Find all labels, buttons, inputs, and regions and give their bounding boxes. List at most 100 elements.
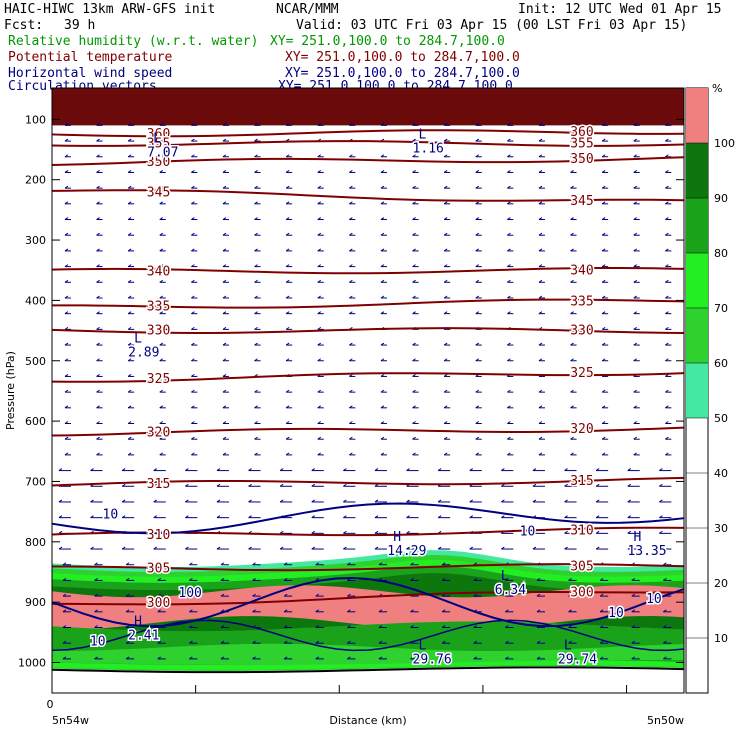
wind-vector-head xyxy=(343,499,347,503)
wind-vector-head xyxy=(191,138,195,142)
wind-vector-head xyxy=(410,609,414,613)
wind-vector-head xyxy=(222,389,227,393)
wind-vector-head xyxy=(538,389,543,393)
wind-vector-head xyxy=(189,593,193,597)
wind-vector-head xyxy=(475,405,480,409)
wind-vector-head xyxy=(663,609,667,613)
wind-vector-head xyxy=(285,405,290,409)
wind-vector-head xyxy=(380,217,385,220)
theta-label: 350 xyxy=(570,152,593,167)
wind-vector-head xyxy=(378,625,383,628)
theta-label: 310 xyxy=(570,524,593,539)
wind-vector-head xyxy=(507,185,511,189)
wind-vector-head xyxy=(380,264,385,268)
wind-vector-head xyxy=(248,468,252,472)
wind-vector-head xyxy=(601,279,606,283)
wind-vector-head xyxy=(311,515,316,519)
wind-vector-head xyxy=(631,578,636,581)
wind-vector-head xyxy=(599,656,604,660)
wind-vector-head xyxy=(127,405,132,409)
theta-contour xyxy=(51,140,685,147)
wind-vector-head xyxy=(538,122,543,126)
wind-vector-head xyxy=(601,311,606,315)
isotach-20 xyxy=(51,619,685,652)
wind-vector-head xyxy=(443,170,448,173)
theta-label: 330 xyxy=(147,324,170,339)
wind-vector-head xyxy=(254,452,258,456)
wind-vector-head xyxy=(570,170,574,173)
field-name-rh: Relative humidity (w.r.t. water) xyxy=(8,34,259,49)
wind-vector-head xyxy=(317,185,322,189)
wind-vector-head xyxy=(159,295,164,299)
wind-vector-head xyxy=(127,279,132,283)
wind-vector-head xyxy=(505,625,509,628)
wind-vector-head xyxy=(349,232,353,236)
wind-vector-head xyxy=(222,326,227,330)
extremum-symbol: L xyxy=(419,638,427,653)
wind-vector-head xyxy=(570,154,574,158)
wind-vector-head xyxy=(564,499,568,503)
wind-vector-head xyxy=(311,530,316,534)
wind-vector-head xyxy=(475,122,480,126)
wind-vector-head xyxy=(159,122,164,126)
wind-vector-head xyxy=(125,609,130,613)
isotach-contours xyxy=(51,502,685,652)
wind-vector-head xyxy=(570,452,574,456)
wind-vector-head xyxy=(437,546,442,550)
wind-vector-head xyxy=(412,374,416,377)
colorbar-label: 40 xyxy=(714,467,728,480)
wind-vector-head xyxy=(248,546,252,550)
wind-vector-head xyxy=(349,295,353,299)
wind-vector-head xyxy=(633,342,638,346)
wind-vector-head xyxy=(191,342,195,346)
wind-vector-head xyxy=(475,185,480,189)
wind-vector-head xyxy=(64,201,69,205)
wind-vector-head xyxy=(412,201,416,205)
wind-vector-head xyxy=(252,609,256,613)
wind-vector-head xyxy=(159,201,164,205)
wind-vector-head xyxy=(222,154,227,158)
wind-vector-head xyxy=(254,436,258,440)
wind-vector-head xyxy=(412,279,416,283)
wind-vector-head xyxy=(601,201,606,205)
wind-vector-head xyxy=(283,609,288,613)
wind-vector-head xyxy=(406,546,410,550)
wind-vector-head xyxy=(62,562,67,566)
wind-vector-head xyxy=(96,154,100,158)
wind-vector-head xyxy=(601,122,606,126)
upper-band xyxy=(52,88,684,126)
wind-vector-head xyxy=(347,656,351,660)
wind-vector-head xyxy=(380,342,385,346)
wind-vector-head xyxy=(380,154,385,158)
colorbar-label: 20 xyxy=(714,577,728,590)
wind-vector-head xyxy=(191,436,195,440)
wind-vector-head xyxy=(507,405,511,409)
colorbar-bin xyxy=(686,143,708,198)
wind-vector-head xyxy=(443,185,448,189)
wind-vector-head xyxy=(410,625,414,628)
wind-vector-head xyxy=(380,170,385,173)
wind-vector-head xyxy=(570,279,574,283)
wind-vector-head xyxy=(191,279,195,283)
wind-vector-head xyxy=(665,342,669,346)
wind-vector-head xyxy=(507,264,511,268)
wind-vector-head xyxy=(349,248,353,252)
wind-vector-head xyxy=(538,358,543,362)
wind-vector-head xyxy=(633,201,638,205)
wind-vector-head xyxy=(96,122,100,126)
wind-vector-head xyxy=(570,201,574,205)
wind-vector-head xyxy=(285,421,290,424)
wind-vector-head xyxy=(127,436,132,440)
wind-vector-head xyxy=(254,248,258,252)
wind-vector-head xyxy=(568,640,572,644)
wind-vector-head xyxy=(254,264,258,268)
wind-vector-head xyxy=(627,546,632,550)
wind-vector-head xyxy=(127,170,132,173)
colorbar-label: 10 xyxy=(714,632,728,645)
wind-vector-head xyxy=(185,546,189,550)
wind-vector-head xyxy=(412,358,416,362)
wind-vector-head xyxy=(532,530,537,534)
wind-vector-head xyxy=(347,562,351,566)
wind-vector-head xyxy=(315,640,320,644)
wind-vector-head xyxy=(536,656,541,660)
